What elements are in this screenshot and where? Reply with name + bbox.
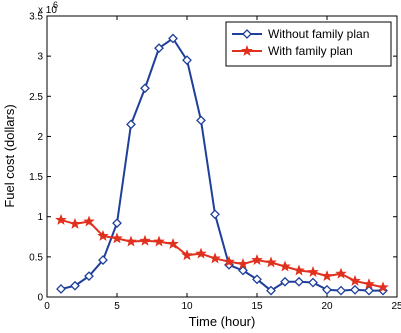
x-tick-label: 25 <box>391 301 401 312</box>
data-point <box>252 274 262 285</box>
data-point <box>307 266 319 278</box>
data-point <box>280 276 290 287</box>
data-point <box>181 249 193 261</box>
series-layer <box>55 33 389 296</box>
legend-marker <box>242 29 252 39</box>
x-tick-label: 20 <box>321 301 333 312</box>
y-tick-label: 1.5 <box>29 172 43 183</box>
series-1 <box>56 33 388 296</box>
axes: 0 5 10 15 20 25 0 0.5 1 1.5 2 2.5 3 3.5 <box>29 12 401 313</box>
data-point <box>336 285 346 296</box>
data-point <box>126 119 136 130</box>
data-point <box>266 285 276 296</box>
data-point <box>350 284 360 295</box>
data-point <box>153 235 165 247</box>
data-point <box>293 264 305 276</box>
y-axis-label: Fuel cost (dollars) <box>2 104 17 207</box>
x-tick-label: 5 <box>114 301 120 312</box>
data-point <box>238 265 248 276</box>
x-tick-label: 0 <box>44 301 50 312</box>
legend-item-1: Without family plan <box>232 27 369 41</box>
data-point <box>83 215 95 227</box>
y-multiplier: x 10 <box>38 5 57 16</box>
series-2 <box>55 213 389 293</box>
x-axis-label: Time (hour) <box>189 314 256 329</box>
data-point <box>279 260 291 272</box>
data-point <box>195 247 207 259</box>
data-point <box>139 234 151 246</box>
y-tick-label: 3 <box>37 52 43 63</box>
y-tick-label: 2.5 <box>29 92 43 103</box>
data-point <box>84 271 94 282</box>
data-point <box>56 284 66 294</box>
data-point <box>251 254 263 265</box>
y-multiplier-exponent: 6 <box>53 0 58 10</box>
y-tick-label: 0.5 <box>29 252 43 263</box>
data-point <box>125 235 137 247</box>
data-point <box>377 281 389 293</box>
data-point <box>210 209 220 220</box>
data-point <box>364 285 374 296</box>
data-point <box>69 217 81 229</box>
y-tick-label: 1 <box>37 212 43 223</box>
data-point <box>223 255 235 267</box>
data-point <box>294 276 304 287</box>
data-point <box>196 115 206 126</box>
x-tick-label: 10 <box>181 301 193 312</box>
data-point <box>97 229 109 241</box>
data-point <box>322 284 332 295</box>
legend-items: Without family plan With family plan <box>232 27 369 58</box>
data-point <box>98 255 108 265</box>
data-point <box>111 232 123 244</box>
data-point <box>167 237 179 249</box>
data-point <box>55 213 67 225</box>
y-tick-label: 3.5 <box>29 12 43 23</box>
data-point <box>209 252 221 264</box>
y-tick-label: 0 <box>37 293 43 304</box>
legend-box <box>225 21 392 67</box>
data-point <box>168 33 178 44</box>
data-point <box>265 256 277 268</box>
data-point <box>363 278 375 290</box>
legend-marker <box>241 44 253 56</box>
data-point <box>70 280 80 291</box>
legend-label: With family plan <box>268 44 353 58</box>
legend-label: Without family plan <box>268 27 369 41</box>
data-point <box>112 218 122 229</box>
legend-item-2: With family plan <box>232 44 353 58</box>
data-point <box>335 267 347 279</box>
data-point <box>237 258 249 269</box>
x-tick-label: 15 <box>251 301 263 312</box>
data-point <box>182 55 192 66</box>
legend: Without family plan With family plan <box>225 21 392 67</box>
data-point <box>321 270 333 282</box>
data-point <box>140 83 150 94</box>
data-point <box>349 274 361 286</box>
data-point <box>154 43 164 54</box>
data-point <box>308 277 318 288</box>
y-tick-label: 2 <box>37 132 43 143</box>
